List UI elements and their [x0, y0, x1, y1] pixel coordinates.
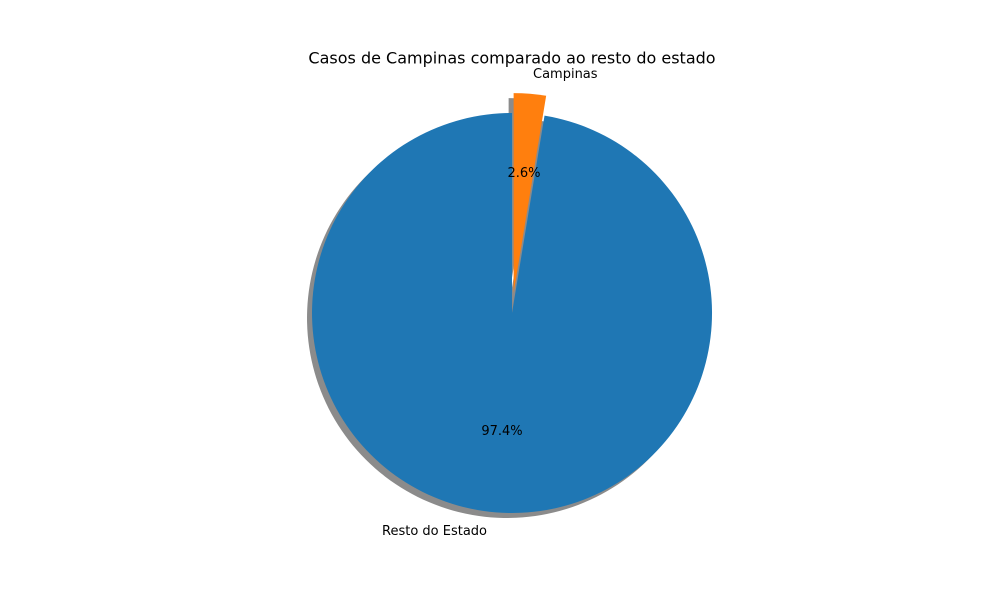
pie-slice-layer — [312, 93, 713, 513]
chart-title: Casos de Campinas comparado ao resto do … — [308, 49, 715, 68]
pie-slice-campinas — [513, 93, 547, 294]
slice-label-campinas: Campinas — [533, 67, 598, 82]
slice-label-resto-do-estado: Resto do Estado — [382, 524, 487, 539]
slice-percent-campinas: 2.6% — [507, 166, 540, 181]
slice-percent-resto-do-estado: 97.4% — [481, 424, 522, 439]
pie-slice-resto-do-estado — [312, 113, 713, 513]
